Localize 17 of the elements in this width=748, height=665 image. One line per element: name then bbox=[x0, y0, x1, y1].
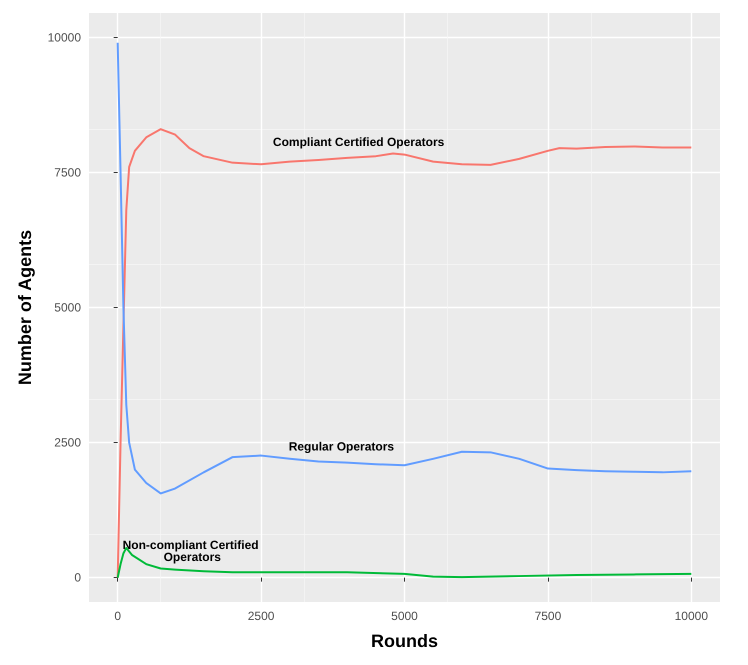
y-tick-label: 0 bbox=[74, 570, 82, 585]
x-tick-label: 7500 bbox=[534, 609, 562, 623]
y-tick-label: 5000 bbox=[54, 300, 82, 314]
x-tick-label: 2500 bbox=[248, 609, 275, 623]
y-tick-label: 2500 bbox=[54, 436, 82, 450]
x-tick-label: 0 bbox=[114, 609, 122, 623]
x-tick-label: 10000 bbox=[674, 609, 708, 623]
y-tick-label: 10000 bbox=[48, 30, 82, 44]
line-series bbox=[116, 128, 692, 579]
x-tick-label: 5000 bbox=[391, 609, 418, 623]
series-label: Regular Operators bbox=[288, 440, 394, 454]
line-series bbox=[116, 42, 692, 494]
x-axis-title: Rounds bbox=[371, 631, 438, 651]
y-axis-title: Number of Agents bbox=[15, 230, 35, 386]
y-tick-label: 7500 bbox=[54, 165, 82, 180]
series-label: Non-compliant Certified Operators bbox=[122, 538, 262, 564]
series-label: Compliant Certified Operators bbox=[272, 134, 445, 149]
